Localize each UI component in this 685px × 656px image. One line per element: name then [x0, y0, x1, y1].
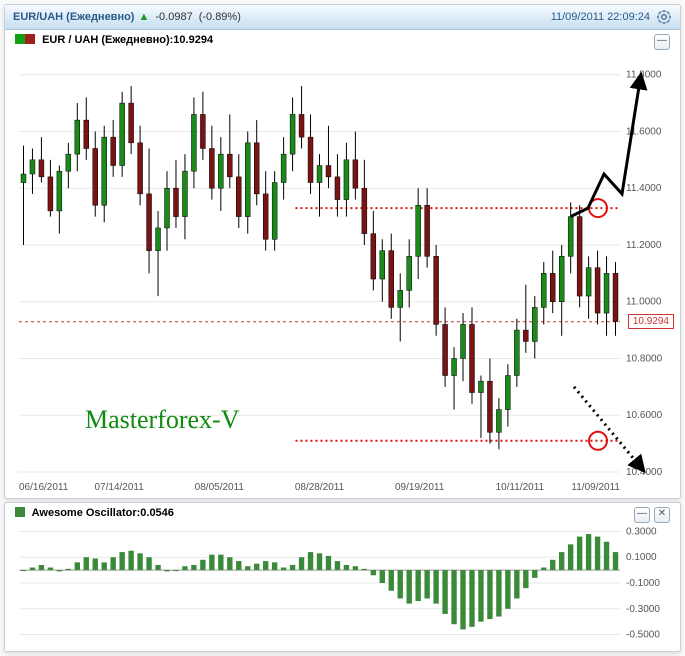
change-absolute: -0.0987 [155, 5, 192, 29]
svg-text:11.8000: 11.8000 [626, 70, 662, 81]
svg-text:11.2000: 11.2000 [626, 240, 662, 251]
ao-legend: Awesome Oscillator:0.0546 [15, 507, 174, 519]
svg-text:11/09/2011: 11/09/2011 [571, 482, 620, 493]
price-legend-text: EUR / UAH (Ежедневно):10.9294 [42, 34, 213, 46]
chart-timestamp: 11/09/2011 22:09:24 [551, 5, 650, 29]
current-price-badge: 10.9294 [628, 314, 674, 329]
svg-text:06/16/2011: 06/16/2011 [19, 482, 69, 493]
svg-text:11.4000: 11.4000 [626, 183, 662, 194]
chart-titlebar: EUR/UAH (Ежедневно) ▲ -0.0987 (-0.89%) 1… [5, 5, 680, 30]
watermark-text: Masterforex-V [85, 405, 240, 435]
change-percent: (-0.89%) [199, 5, 241, 29]
svg-text:08/05/2011: 08/05/2011 [195, 482, 245, 493]
svg-text:07/14/2011: 07/14/2011 [95, 482, 145, 493]
settings-gear-icon[interactable] [656, 9, 672, 25]
svg-text:10.4000: 10.4000 [626, 467, 663, 478]
svg-text:-0.5000: -0.5000 [626, 630, 660, 641]
svg-text:0.3000: 0.3000 [626, 526, 657, 537]
price-chart-panel: EUR/UAH (Ежедневно) ▲ -0.0987 (-0.89%) 1… [4, 4, 681, 499]
svg-text:-0.1000: -0.1000 [626, 578, 660, 589]
svg-text:-0.3000: -0.3000 [626, 604, 660, 615]
ao-svg: -0.5000 -0.3000 -0.1000 0.1000 0.3000 [5, 503, 680, 651]
svg-text:11.0000: 11.0000 [626, 297, 662, 308]
price-legend: EUR / UAH (Ежедневно):10.9294 [15, 34, 213, 46]
svg-text:09/19/2011: 09/19/2011 [395, 482, 445, 493]
minimize-ao-button[interactable]: — [634, 507, 650, 523]
svg-text:10.8000: 10.8000 [626, 353, 663, 364]
svg-text:0.1000: 0.1000 [626, 552, 657, 563]
chart-symbol: EUR/UAH (Ежедневно) [13, 5, 134, 29]
svg-text:10/11/2011: 10/11/2011 [496, 482, 545, 493]
ao-legend-text: Awesome Oscillator:0.0546 [32, 507, 174, 519]
close-ao-button[interactable]: ✕ [654, 507, 670, 523]
svg-text:08/28/2011: 08/28/2011 [295, 482, 345, 493]
arrow-up-icon: ▲ [138, 5, 149, 29]
current-price-value: 10.9294 [633, 316, 669, 327]
awesome-oscillator-panel: Awesome Oscillator:0.0546 — ✕ -0.5000-0.… [4, 502, 681, 652]
price-plot-area[interactable]: EUR / UAH (Ежедневно):10.9294 — 10.4000 1… [5, 30, 680, 498]
svg-text:10.6000: 10.6000 [626, 410, 663, 421]
minimize-price-button[interactable]: — [654, 34, 670, 50]
